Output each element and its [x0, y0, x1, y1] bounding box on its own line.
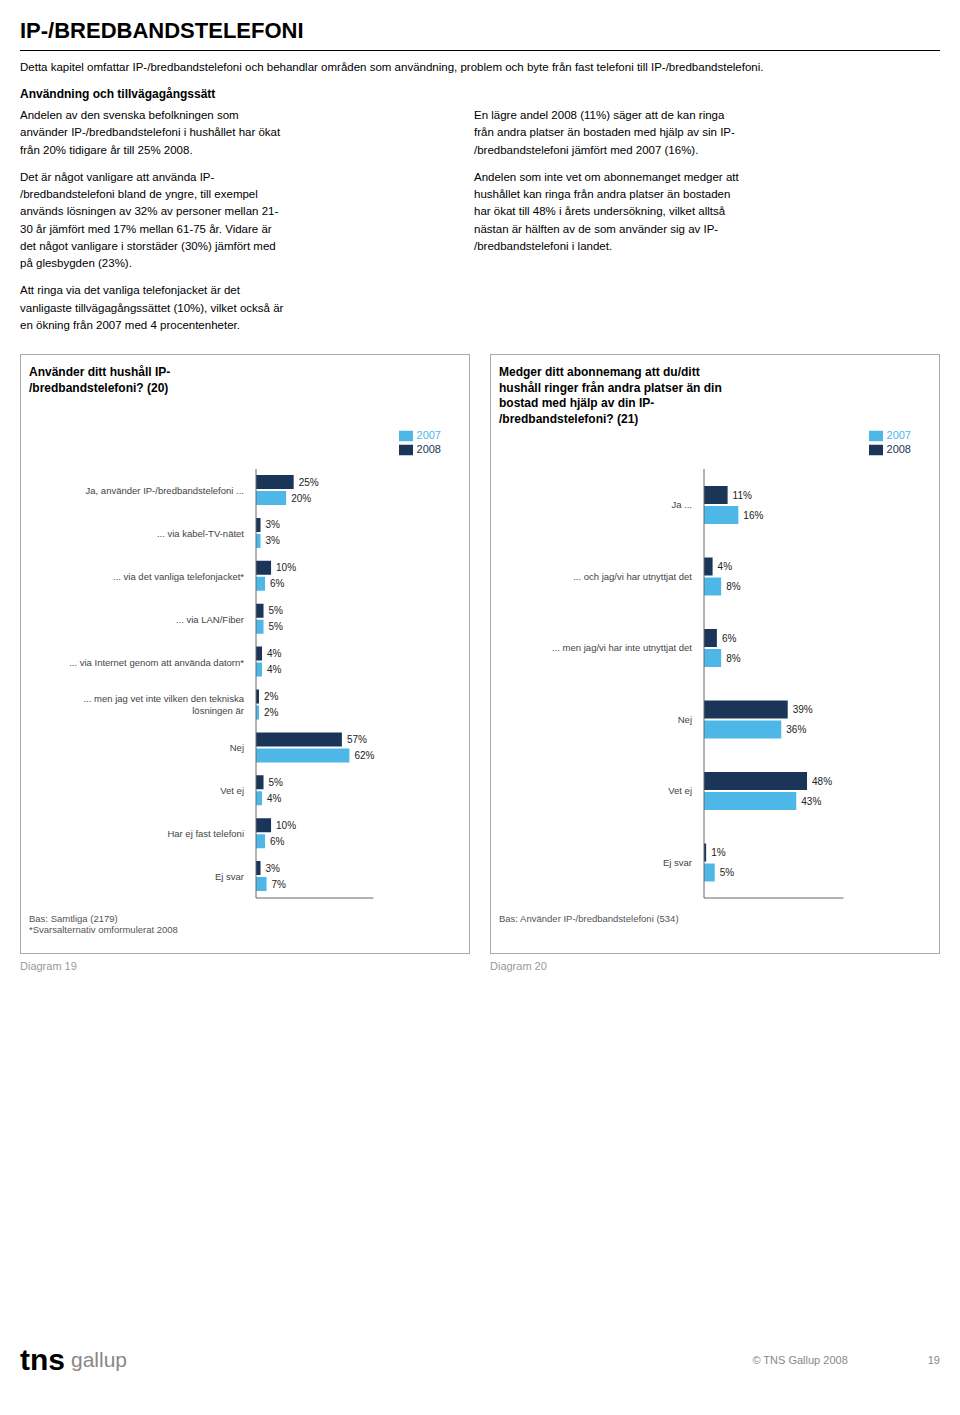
svg-text:5%: 5%	[720, 867, 735, 878]
svg-text:6%: 6%	[270, 836, 285, 847]
svg-text:4%: 4%	[718, 561, 733, 572]
svg-text:25%: 25%	[299, 477, 319, 488]
svg-text:5%: 5%	[269, 777, 284, 788]
svg-text:... och jag/vi har utnyttjat d: ... och jag/vi har utnyttjat det	[573, 571, 692, 582]
html-text:Diagram 20: Diagram 20	[490, 960, 547, 973]
html-text:19: 19	[927, 1354, 940, 1366]
svg-text:48%: 48%	[812, 776, 832, 787]
html-text:Diagram 19: Diagram 19	[20, 960, 77, 973]
html-text:2008: 2008	[886, 443, 911, 456]
svg-text:16%: 16%	[743, 510, 763, 521]
svg-text:Vet ej: Vet ej	[220, 785, 244, 796]
html-text:En lägre andel 2008 (11%) säge: En lägre andel 2008 (11%) säger att de k…	[474, 109, 735, 156]
svg-text:43%: 43%	[801, 796, 821, 807]
svg-text:Nej: Nej	[678, 714, 692, 725]
svg-text:4%: 4%	[267, 793, 282, 804]
svg-text:20%: 20%	[291, 493, 311, 504]
html-text:© TNS Gallup 2008: © TNS Gallup 2008	[752, 1354, 848, 1366]
svg-text:36%: 36%	[786, 724, 806, 735]
svg-text:Har ej fast telefoni: Har ej fast telefoni	[167, 828, 244, 839]
svg-text:Ej svar: Ej svar	[663, 857, 692, 868]
svg-text:8%: 8%	[726, 653, 741, 664]
html-text:Detta kapitel omfattar IP-/bre: Detta kapitel omfattar IP-/bredbandstele…	[20, 61, 764, 73]
svg-text:7%: 7%	[272, 879, 287, 890]
svg-text:Nej: Nej	[230, 742, 244, 753]
svg-text:Ej svar: Ej svar	[215, 871, 244, 882]
svg-text:1%: 1%	[711, 847, 726, 858]
svg-text:10%: 10%	[276, 820, 296, 831]
svg-text:Ja, använder IP-/bredbandstele: Ja, använder IP-/bredbandstelefoni ...	[86, 485, 244, 496]
html-text:Bas: Använder IP-/bredbandstel: Bas: Använder IP-/bredbandstelefoni (534…	[499, 913, 679, 925]
svg-text:62%: 62%	[354, 750, 374, 761]
html-text:tns gallup: tns gallup	[20, 1343, 128, 1376]
html-text:2007: 2007	[886, 429, 911, 442]
svg-text:Ja ...: Ja ...	[671, 499, 692, 510]
svg-text:3%: 3%	[266, 520, 281, 531]
html-text:Använder ditt hushåll IP- /bre: Använder ditt hushåll IP- /bredbandstele…	[29, 365, 171, 395]
html-text:Att ringa via det vanliga tele: Att ringa via det vanliga telefonjacket …	[20, 284, 284, 331]
svg-text:... men jag vet inte vilken de: ... men jag vet inte vilken den tekniska…	[83, 694, 244, 717]
html-text:IP-/BREDBANDSTELEFONI: IP-/BREDBANDSTELEFONI	[20, 18, 304, 43]
html-text:Medger ditt abonnemang att du/: Medger ditt abonnemang att du/ditt hushå…	[499, 365, 722, 426]
svg-text:... via kabel-TV-nätet: ... via kabel-TV-nätet	[157, 528, 244, 539]
html-text:2008: 2008	[416, 443, 441, 456]
html-text:Det är något vanligare att anv: Det är något vanligare att använda IP- /…	[20, 170, 279, 270]
svg-text:4%: 4%	[267, 648, 282, 659]
html-text:Bas: Samtliga (2179) *Svarsalt: Bas: Samtliga (2179) *Svarsalternativ om…	[29, 913, 178, 936]
svg-text:... via LAN/Fiber: ... via LAN/Fiber	[176, 614, 244, 625]
html-text:2007: 2007	[416, 429, 441, 442]
html-text:Andelen av den svenska befolkn: Andelen av den svenska befolkningen som …	[20, 109, 281, 156]
html-text:Användning och tillvägagångssä: Användning och tillvägagångssätt	[20, 87, 216, 102]
svg-text:4%: 4%	[267, 664, 282, 675]
svg-text:39%: 39%	[793, 704, 813, 715]
svg-text:3%: 3%	[266, 863, 281, 874]
svg-text:... via Internet genom att anv: ... via Internet genom att använda dator…	[69, 657, 244, 668]
svg-text:... via det vanliga telefonjac: ... via det vanliga telefonjacket*	[113, 571, 244, 582]
svg-text:... men jag/vi har inte utnytt: ... men jag/vi har inte utnyttjat det	[552, 642, 692, 653]
html-text:Andelen som inte vet om abonne: Andelen som inte vet om abonnemanget med…	[474, 170, 739, 252]
svg-text:10%: 10%	[276, 562, 296, 573]
svg-text:6%: 6%	[270, 578, 285, 589]
svg-text:3%: 3%	[266, 536, 281, 547]
svg-text:6%: 6%	[722, 633, 737, 644]
svg-text:Vet ej: Vet ej	[668, 785, 692, 796]
svg-text:8%: 8%	[726, 581, 741, 592]
svg-text:57%: 57%	[347, 734, 367, 745]
svg-text:2%: 2%	[264, 691, 279, 702]
svg-text:2%: 2%	[264, 707, 279, 718]
svg-text:5%: 5%	[269, 621, 284, 632]
svg-text:11%: 11%	[733, 490, 752, 501]
svg-text:5%: 5%	[269, 605, 284, 616]
